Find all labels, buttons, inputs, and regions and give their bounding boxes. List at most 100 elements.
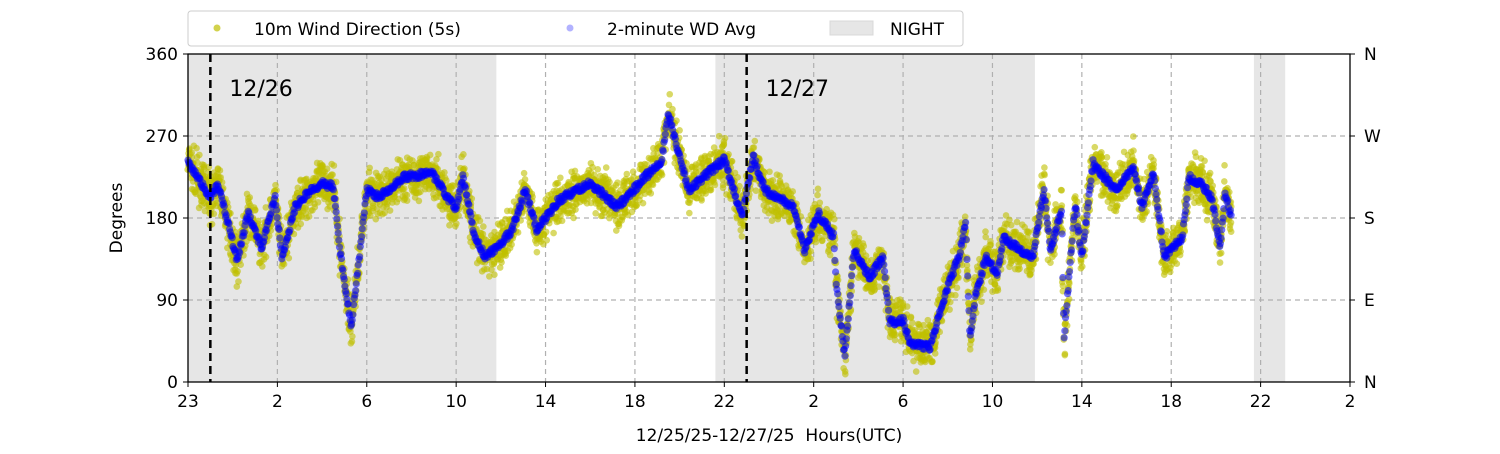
raw-point (259, 263, 266, 270)
raw-point (460, 151, 467, 158)
raw-point (522, 176, 529, 183)
raw-point (285, 255, 292, 262)
raw-point (217, 167, 224, 174)
avg-point (331, 195, 338, 202)
raw-point (1177, 252, 1184, 259)
raw-point (508, 241, 515, 248)
raw-point (1204, 217, 1211, 224)
raw-point (324, 166, 331, 173)
raw-point (1228, 219, 1235, 226)
raw-point (712, 182, 719, 189)
avg-point (273, 207, 280, 214)
avg-point (335, 230, 342, 237)
raw-point (659, 172, 666, 179)
raw-point (1074, 199, 1081, 206)
raw-point (770, 177, 777, 184)
raw-point (995, 287, 1002, 294)
raw-point (1047, 259, 1054, 266)
avg-point (341, 276, 348, 283)
raw-point (461, 165, 468, 172)
raw-point (909, 320, 916, 327)
raw-point (666, 91, 673, 98)
raw-point (196, 152, 203, 159)
avg-point (356, 253, 363, 260)
avg-point (334, 223, 341, 230)
raw-point (814, 192, 821, 199)
avg-point (241, 229, 248, 236)
raw-point (455, 212, 462, 219)
avg-point (272, 192, 279, 199)
raw-point (435, 151, 442, 158)
raw-point (234, 268, 241, 275)
raw-point (954, 285, 961, 292)
raw-point (817, 199, 824, 206)
raw-point (315, 199, 322, 206)
raw-point (1130, 147, 1137, 154)
avg-point (229, 234, 236, 241)
avg-point (358, 233, 365, 240)
raw-point (331, 162, 338, 169)
avg-point (338, 255, 345, 262)
avg-point (333, 208, 340, 215)
raw-point (1041, 171, 1048, 178)
avg-point (333, 215, 340, 222)
raw-point (297, 221, 304, 228)
avg-point (276, 234, 283, 241)
raw-point (366, 169, 373, 176)
raw-point (1114, 202, 1121, 209)
raw-point (1091, 144, 1098, 151)
avg-point (238, 240, 245, 247)
raw-point (842, 368, 849, 375)
raw-point (263, 254, 270, 261)
raw-point (441, 169, 448, 176)
raw-point (477, 217, 484, 224)
raw-point (1201, 157, 1208, 164)
raw-point (193, 145, 200, 152)
raw-point (734, 174, 741, 181)
raw-point (491, 271, 498, 278)
raw-point (1151, 161, 1158, 168)
raw-point (559, 218, 566, 225)
avg-point (353, 280, 360, 287)
raw-point (453, 220, 460, 227)
raw-point (1104, 154, 1111, 161)
raw-point (698, 197, 705, 204)
raw-point (1130, 133, 1137, 140)
avg-point (221, 203, 228, 210)
raw-point (1102, 161, 1109, 168)
raw-point (480, 223, 487, 230)
raw-point (498, 259, 505, 266)
raw-point (876, 283, 883, 290)
raw-point (789, 188, 796, 195)
raw-point (427, 152, 434, 159)
raw-point (686, 210, 693, 217)
raw-point (401, 185, 408, 192)
raw-point (306, 213, 313, 220)
raw-point (766, 168, 773, 175)
raw-point (739, 233, 746, 240)
raw-point (1131, 157, 1138, 164)
raw-point (543, 237, 550, 244)
raw-point (751, 144, 758, 151)
raw-point (946, 306, 953, 313)
raw-point (416, 198, 423, 205)
raw-point (1016, 265, 1023, 272)
raw-point (722, 135, 729, 142)
raw-point (988, 241, 995, 248)
raw-point (570, 215, 577, 222)
raw-point (557, 174, 564, 181)
raw-point (623, 171, 630, 178)
avg-point (274, 214, 281, 221)
raw-point (913, 368, 920, 375)
raw-point (1209, 182, 1216, 189)
raw-point (856, 235, 863, 242)
raw-point (892, 331, 899, 338)
raw-point (720, 185, 727, 192)
raw-point (952, 292, 959, 299)
raw-point (404, 197, 411, 204)
raw-point (404, 192, 411, 199)
raw-point (1079, 263, 1086, 270)
raw-point (807, 255, 814, 262)
raw-point (349, 333, 356, 340)
raw-point (1221, 162, 1228, 169)
